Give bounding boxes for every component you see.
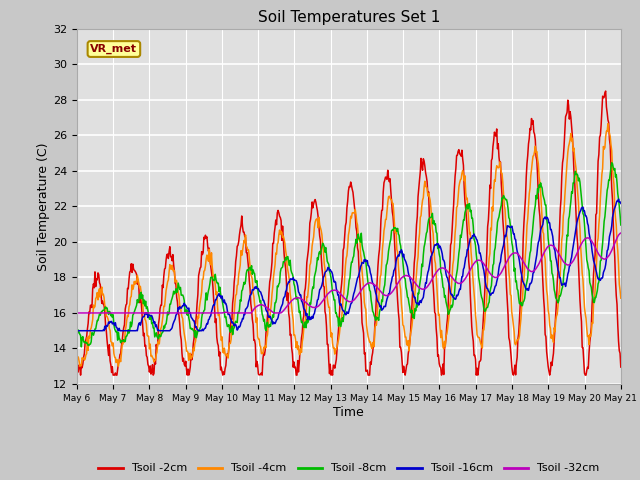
Legend: Tsoil -2cm, Tsoil -4cm, Tsoil -8cm, Tsoil -16cm, Tsoil -32cm: Tsoil -2cm, Tsoil -4cm, Tsoil -8cm, Tsoi… [93,459,604,478]
Title: Soil Temperatures Set 1: Soil Temperatures Set 1 [258,10,440,25]
Y-axis label: Soil Temperature (C): Soil Temperature (C) [37,142,50,271]
X-axis label: Time: Time [333,406,364,419]
Text: VR_met: VR_met [90,44,138,54]
